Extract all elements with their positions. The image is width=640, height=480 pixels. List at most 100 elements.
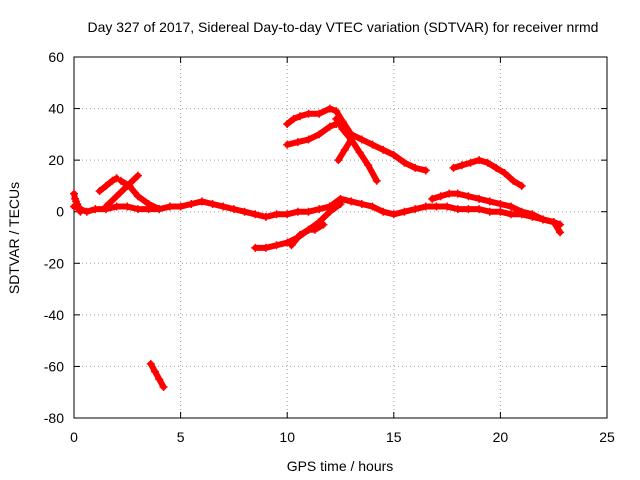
data-point <box>556 228 565 237</box>
data-point <box>315 130 324 139</box>
data-point <box>466 158 475 167</box>
data-point <box>319 220 328 229</box>
axis-ticks: 0 5 10 15 20 25 -80 -60 -40 -20 0 20 40 60 <box>44 49 615 445</box>
data-point <box>475 205 484 214</box>
data-point <box>357 199 366 208</box>
series-track-fall-b <box>334 135 356 165</box>
data-point <box>368 140 377 149</box>
data-point <box>411 163 420 172</box>
data-point <box>500 169 509 178</box>
data-point <box>155 375 164 384</box>
data-point <box>340 145 349 154</box>
data-point <box>283 140 292 149</box>
data-point <box>443 202 452 211</box>
data-point <box>485 207 494 216</box>
data-point <box>95 187 104 196</box>
data-point <box>272 210 281 219</box>
data-point <box>334 156 343 165</box>
data-point <box>347 135 356 144</box>
data-point <box>251 243 260 252</box>
data-point <box>176 202 185 211</box>
data-point <box>507 210 516 219</box>
data-point <box>517 181 526 190</box>
data-point <box>101 202 110 211</box>
data-point <box>261 212 270 221</box>
data-point <box>304 109 313 118</box>
data-point <box>389 210 398 219</box>
series-band <box>96 175 120 195</box>
data-point <box>76 207 85 216</box>
series-band <box>333 115 380 184</box>
data-point <box>436 192 445 201</box>
data-point <box>144 199 153 208</box>
data-point <box>133 205 142 214</box>
series-band <box>284 105 429 174</box>
data-point <box>517 207 526 216</box>
data-point <box>453 205 462 214</box>
data-point <box>379 207 388 216</box>
data-point <box>357 135 366 144</box>
data-point <box>304 207 313 216</box>
data-point <box>289 114 298 123</box>
y-tick-label: 60 <box>48 49 64 65</box>
data-point <box>101 181 110 190</box>
y-tick-label: -40 <box>44 307 64 323</box>
data-point <box>187 199 196 208</box>
data-point <box>432 202 441 211</box>
data-point <box>133 171 142 180</box>
y-tick-label: 40 <box>48 101 64 117</box>
data-point <box>492 163 501 172</box>
data-point <box>428 194 437 203</box>
data-point <box>108 176 117 185</box>
y-tick-label: -60 <box>44 358 64 374</box>
y-tick-label: -80 <box>44 410 64 426</box>
x-tick-label: 25 <box>599 429 615 445</box>
chart-title: Day 327 of 2017, Sidereal Day-to-day VTE… <box>88 19 599 35</box>
data-point <box>411 205 420 214</box>
data-point <box>475 156 484 165</box>
data-point <box>445 189 454 198</box>
data-point <box>475 194 484 203</box>
data-point <box>293 138 302 147</box>
data-point <box>146 359 155 368</box>
data-point <box>261 243 270 252</box>
data-point <box>251 210 260 219</box>
data-point <box>325 122 334 131</box>
series-track-early-rise <box>95 174 121 196</box>
data-point <box>272 241 281 250</box>
data-point <box>325 202 334 211</box>
data-point <box>165 202 174 211</box>
data-point <box>208 199 217 208</box>
data-point <box>315 205 324 214</box>
series-track-cross-down <box>116 176 164 214</box>
data-point <box>310 225 319 234</box>
data-point <box>338 125 347 134</box>
series-track-low-plunge <box>146 359 168 392</box>
data-point <box>283 120 292 129</box>
y-axis-label: SDTVAR / TECUs <box>6 182 22 294</box>
x-tick-label: 0 <box>70 429 78 445</box>
data-point <box>539 215 548 224</box>
data-point <box>458 161 467 170</box>
series-track-cross-up <box>101 171 142 211</box>
data-point <box>464 205 473 214</box>
data-point <box>112 192 121 201</box>
data-point <box>287 241 296 250</box>
data-point <box>400 207 409 216</box>
data-point <box>112 202 121 211</box>
data-point <box>336 194 345 203</box>
data-point <box>453 189 462 198</box>
data-point <box>219 202 228 211</box>
data-point <box>125 181 134 190</box>
data-point <box>421 166 430 175</box>
data-point <box>304 135 313 144</box>
data-point <box>389 150 398 159</box>
data-point <box>159 383 168 392</box>
data-point <box>464 192 473 201</box>
data-point <box>496 199 505 208</box>
plot-frame <box>73 56 608 419</box>
series-track-start-cluster <box>70 189 85 216</box>
data-point <box>240 207 249 216</box>
data-point <box>368 202 377 211</box>
